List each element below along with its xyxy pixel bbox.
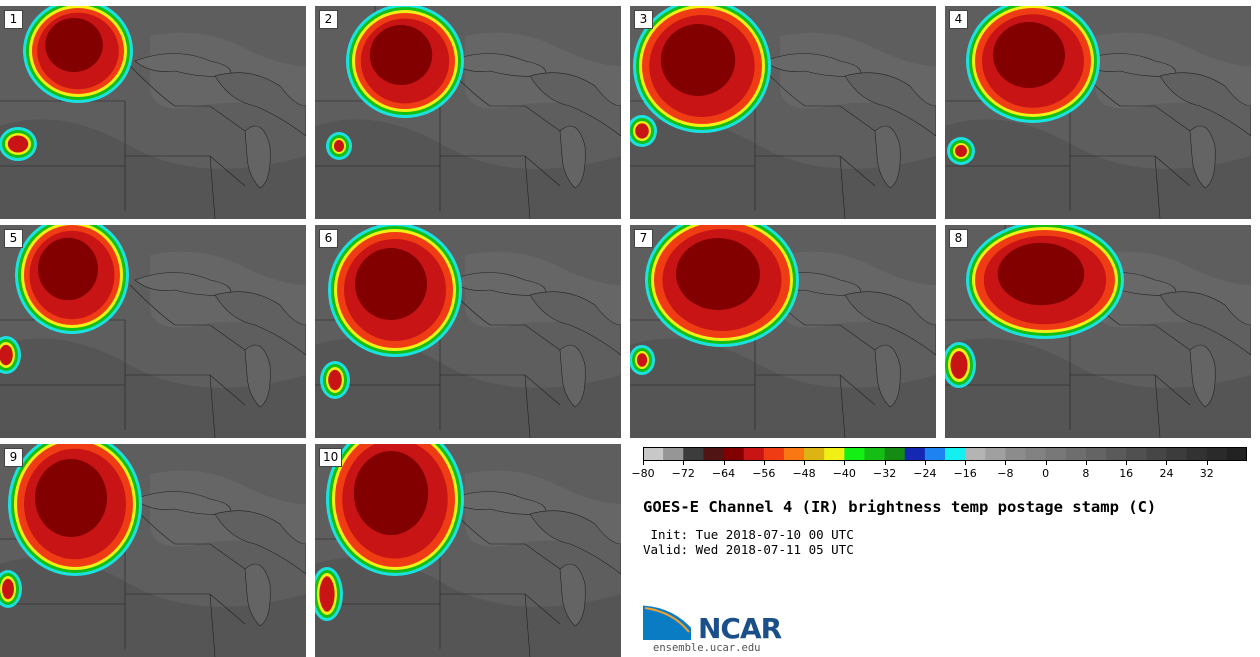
panel-number: 4 [949,10,968,29]
colorbar-swatch [965,447,986,461]
panel-number: 6 [319,229,338,248]
colorbar-swatch [1166,447,1188,461]
colorbar-swatch [703,447,725,461]
colorbar-tick-label: −48 [792,467,816,480]
colorbar-swatch [1126,447,1147,461]
colorbar-swatch [663,447,684,461]
colorbar-swatch [783,447,805,461]
colorbar-tick-label: 16 [1119,467,1134,480]
colorbar-tick-label: −80 [631,467,655,480]
colorbar-swatch [1186,447,1208,461]
ensemble-member-panel: 5 [0,225,306,438]
colorbar-swatch [1206,447,1228,461]
colorbar-tick-label: 8 [1082,467,1090,480]
colorbar-swatch [763,447,785,461]
panel-number: 3 [634,10,653,29]
colorbar-tick-label: −8 [997,467,1014,480]
colorbar-swatch [1065,447,1087,461]
colorbar-swatch [924,447,946,461]
colorbar-swatch [844,447,865,461]
panel-number: 2 [319,10,338,29]
colorbar-tick-label: −64 [711,467,736,480]
panel-number: 5 [4,229,23,248]
ensemble-member-panel: 1 [0,6,306,219]
colorbar-swatch [1085,447,1107,461]
colorbar-swatch [985,447,1006,461]
colorbar-swatch [904,447,926,461]
colorbar-swatch [884,447,906,461]
colorbar [643,447,1247,461]
ensemble-member-panel: 10 [315,444,621,657]
colorbar-swatch [1045,447,1067,461]
colorbar-swatch [945,447,966,461]
colorbar-tick-label: 24 [1159,467,1174,480]
colorbar-tick-label: −56 [752,467,776,480]
panel-number: 8 [949,229,968,248]
colorbar-tick-label: −72 [671,467,695,480]
ncar-logo-icon [643,602,697,640]
colorbar-swatch [1106,447,1127,461]
colorbar-swatch [743,447,765,461]
colorbar-tick-label: 32 [1199,467,1214,480]
colorbar-swatch [824,447,845,461]
ensemble-member-panel: 8 [945,225,1251,438]
ensemble-member-panel: 7 [630,225,936,438]
ensemble-member-panel: 9 [0,444,306,657]
colorbar-swatch [723,447,745,461]
colorbar-swatch [1025,447,1047,461]
ensemble-member-panel: 4 [945,6,1251,219]
logo-url: ensemble.ucar.edu [653,642,761,654]
colorbar-swatch [1005,447,1027,461]
valid-time: Valid: Wed 2018-07-11 05 UTC [643,542,854,557]
colorbar-tick-label: 0 [1042,467,1050,480]
colorbar-swatch [1146,447,1167,461]
colorbar-swatch [683,447,704,461]
colorbar-tick-label: −32 [872,467,897,480]
colorbar-tick-label: −24 [913,467,937,480]
logo-text: NCAR [698,612,782,645]
ensemble-member-panel: 2 [315,6,621,219]
panel-number: 9 [4,448,23,467]
colorbar-swatch [643,447,664,461]
ensemble-member-panel: 3 [630,6,936,219]
colorbar-swatch [1226,447,1247,461]
panel-number: 10 [319,448,343,467]
panel-number: 7 [634,229,653,248]
colorbar-swatch [804,447,825,461]
ensemble-member-panel: 6 [315,225,621,438]
panel-number: 1 [4,10,23,29]
colorbar-tick-label: −40 [832,467,856,480]
colorbar-swatch [864,447,886,461]
init-time: Init: Tue 2018-07-10 00 UTC [643,527,854,542]
figure-title: GOES-E Channel 4 (IR) brightness temp po… [643,498,1157,516]
colorbar-ticks: −80 −72 −64 −56 −48 −40 −32 −24 −16 −8 0 8 16 24 32 [631,461,1247,481]
colorbar-tick-label: −16 [953,467,977,480]
